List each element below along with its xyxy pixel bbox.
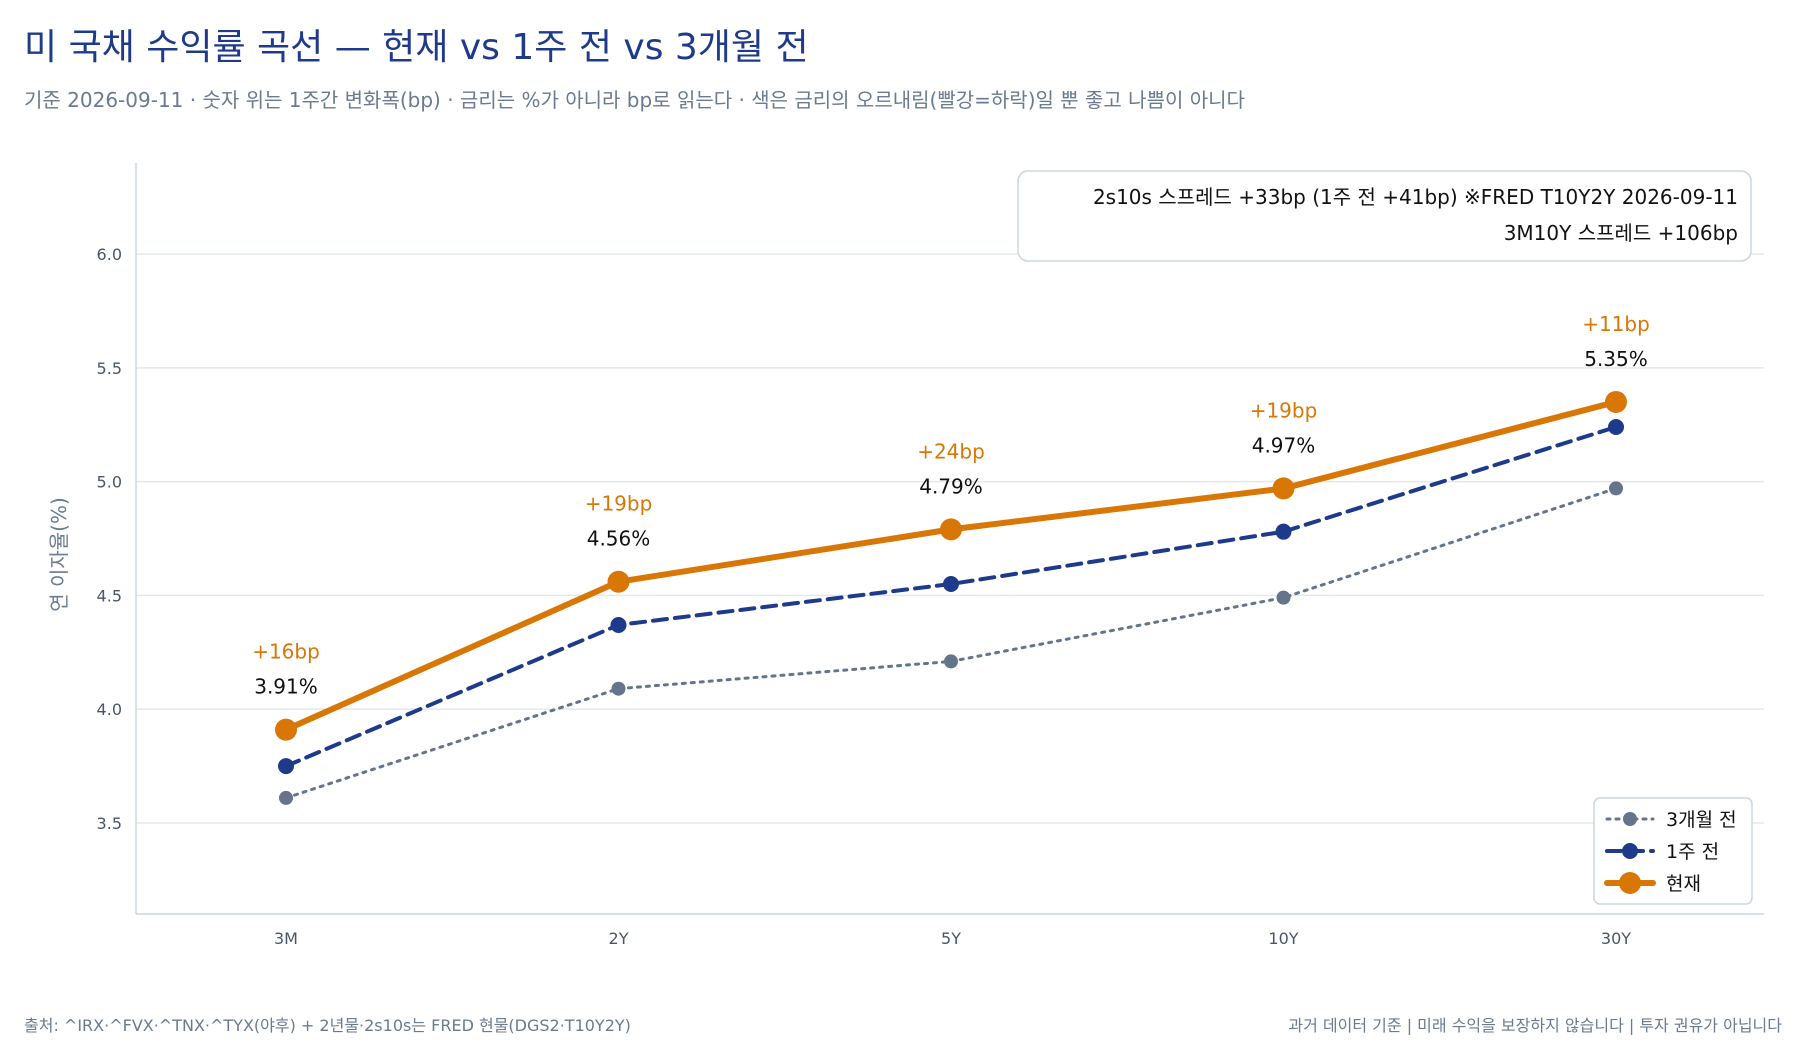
change-label: +16bp <box>252 640 320 664</box>
value-label: 4.79% <box>919 474 983 498</box>
disclaimer-footnote: 과거 데이터 기준 | 미래 수익을 보장하지 않습니다 | 투자 권유가 아닙… <box>1288 1016 1782 1035</box>
value-label: 5.35% <box>1584 347 1648 371</box>
legend-marker-solid <box>1619 872 1641 894</box>
chart-title: 미 국채 수익률 곡선 — 현재 vs 1주 전 vs 3개월 전 <box>24 27 809 68</box>
legend-label: 현재 <box>1666 873 1701 895</box>
change-label: +19bp <box>585 492 653 516</box>
series-point-dashed <box>278 758 294 775</box>
series-point-solid <box>275 718 297 741</box>
series-point-dashed <box>943 576 959 593</box>
x-tick-label: 2Y <box>609 929 629 948</box>
legend-marker-dashed <box>1622 843 1638 859</box>
series-point-dotted <box>611 681 626 696</box>
series-layer <box>275 390 1627 805</box>
x-tick-label: 5Y <box>941 929 961 948</box>
series-point-solid <box>940 518 962 541</box>
x-tick-label: 30Y <box>1601 929 1631 948</box>
legend: 3개월 전 1주 전현재 <box>1593 797 1753 905</box>
y-tick-label: 4.0 <box>97 700 122 719</box>
annotation-box <box>1017 170 1752 262</box>
series-point-dashed <box>610 616 627 633</box>
y-axis-label: 연 이자율(%) <box>47 497 71 612</box>
legend-label: 1주 전 <box>1666 841 1719 863</box>
legend-label: 3개월 전 <box>1666 809 1737 831</box>
x-tick-label: 3M <box>274 929 298 948</box>
chart-subtitle: 기준 2026-09-11 · 숫자 위는 1주간 변화폭(bp) · 금리는 … <box>24 88 1245 112</box>
series-point-dashed <box>1608 418 1624 435</box>
legend-marker-dotted <box>1623 812 1637 826</box>
series-point-dotted <box>944 654 958 669</box>
annotation-line-2: 3M10Y 스프레드 +106bp <box>1504 221 1738 245</box>
series-point-dotted <box>1276 590 1291 605</box>
y-tick-label: 5.5 <box>97 359 122 378</box>
data-labels: 3.91% +16bp 4.56% +19bp 4.79% +24bp 4.97% +19bp… <box>252 312 1650 699</box>
series-point-solid <box>1272 477 1295 500</box>
source-footnote: 출처: ^IRX·^FVX·^TNX·^TYX(야후) + 2년물·2s10s는… <box>24 1016 631 1035</box>
series-point-dotted <box>1609 481 1623 496</box>
value-label: 3.91% <box>254 675 318 699</box>
value-label: 4.56% <box>587 527 651 551</box>
annotation-line-1: 2s10s 스프레드 +33bp (1주 전 +41bp) ※FRED T10Y… <box>1093 185 1738 209</box>
y-tick-label: 5.0 <box>97 473 122 492</box>
y-tick-label: 4.5 <box>97 586 122 605</box>
axes: 3.5 4.0 4.5 5.0 5.5 6.0 3M 2Y 5Y 10Y 30Y 연 이자율(%) <box>47 163 1764 948</box>
change-label: +11bp <box>1582 312 1650 336</box>
series-point-solid <box>607 570 630 593</box>
series-point-dashed <box>1275 523 1292 540</box>
series-point-dotted <box>279 790 293 805</box>
y-tick-label: 3.5 <box>97 814 122 833</box>
spread-annotation: 2s10s 스프레드 +33bp (1주 전 +41bp) ※FRED T10Y… <box>1017 170 1752 262</box>
change-label: +19bp <box>1250 398 1318 422</box>
value-label: 4.97% <box>1252 433 1316 457</box>
y-tick-label: 6.0 <box>97 245 122 264</box>
series-point-solid <box>1605 390 1627 413</box>
x-tick-label: 10Y <box>1268 929 1298 948</box>
change-label: +24bp <box>917 439 985 463</box>
